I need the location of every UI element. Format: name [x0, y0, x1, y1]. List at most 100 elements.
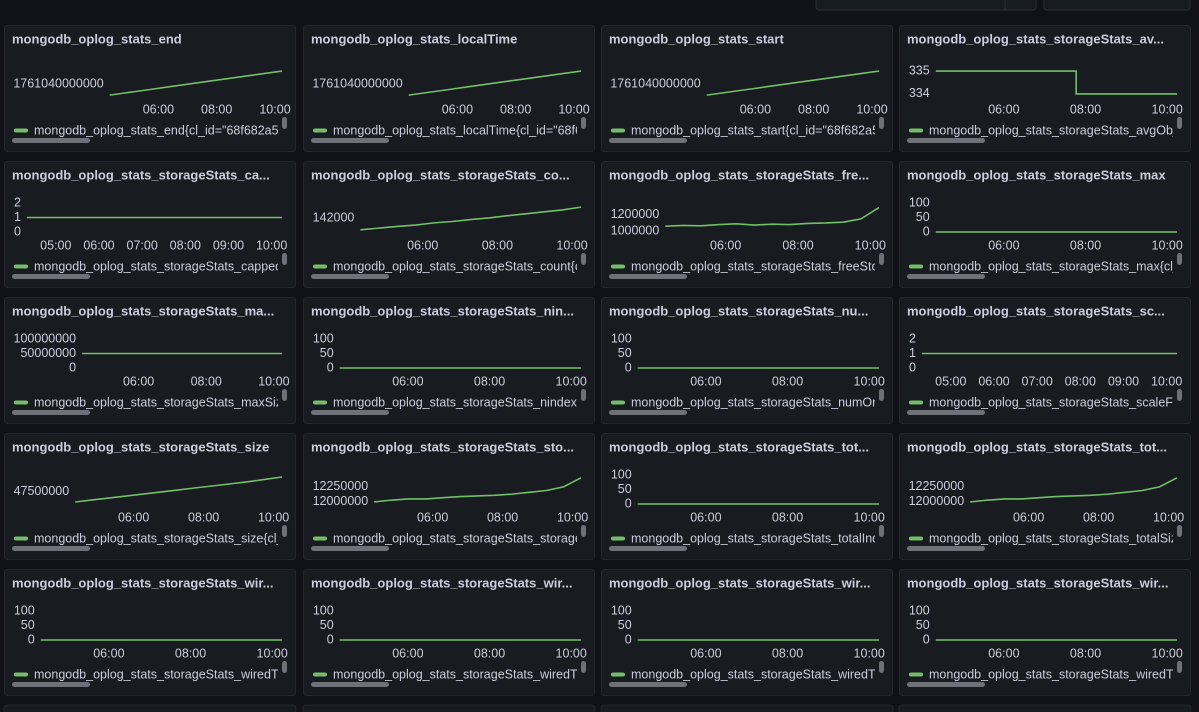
- panel[interactable]: mongodb_oplog_stats_storageStats_sc...01…: [899, 297, 1197, 424]
- legend-swatch: [909, 400, 923, 405]
- panel[interactable]: mongodb_oplog_stats_storageStats_tot... 1…: [899, 433, 1195, 560]
- x-tick-label: 08:00: [1083, 510, 1114, 524]
- panel[interactable]: mongodb_oplog_stats_storageStats_nin... 0…: [303, 297, 601, 424]
- x-tick-label: 10:00: [856, 102, 887, 116]
- scroll-thumb-h: [311, 546, 389, 551]
- legend-swatch: [313, 536, 327, 541]
- panel-frame: [601, 297, 893, 424]
- panel-title: mongodb_oplog_stats_storageStats_co...: [311, 167, 570, 182]
- x-tick-label: 08:00: [188, 510, 219, 524]
- scroll-thumb-v: [879, 661, 884, 673]
- y-tick-label: 0: [327, 360, 334, 374]
- panel[interactable]: mongodb_oplog_stats_end 1761040000000 06:0…: [4, 25, 296, 152]
- scroll-thumb-v: [1177, 389, 1182, 401]
- legend: mongodb_oplog_stats_storageStats_size{cl…: [14, 531, 278, 545]
- y-tick-label: 2: [909, 331, 916, 345]
- panel[interactable]: mongodb_oplog_stats_storageStats_max0501…: [899, 161, 1197, 288]
- y-tick-label: 1761040000000: [13, 76, 103, 90]
- x-tick-label: 06:00: [690, 374, 721, 388]
- panel-frame: [601, 433, 893, 560]
- y-tick-label: 0: [28, 632, 35, 646]
- x-tick-label: 08:00: [772, 374, 803, 388]
- y-tick-label: 0: [923, 224, 930, 238]
- scroll-thumb-h: [907, 138, 985, 143]
- series-line: [706, 70, 880, 96]
- y-tick-label: 1: [14, 210, 21, 224]
- x-tick-label: 10:00: [259, 102, 290, 116]
- legend: mongodb_oplog_stats_storageStats_count{c…: [313, 259, 577, 273]
- panel[interactable]: mongodb_oplog_stats_storageStats_wir... 0…: [303, 569, 598, 696]
- legend-swatch: [611, 264, 625, 269]
- y-tick-label: 142000: [313, 210, 355, 224]
- panel[interactable]: mongodb_oplog_stats_storageStats_co... 14…: [303, 161, 601, 288]
- x-tick-label: 06:00: [978, 374, 1009, 388]
- legend-swatch: [909, 672, 923, 677]
- panel-title: mongodb_oplog_stats_storageStats_tot...: [609, 439, 869, 454]
- legend-label: mongodb_oplog_stats_storageStats_freeSto…: [631, 259, 897, 273]
- refresh-button[interactable]: [1043, 0, 1191, 11]
- panel-frame: [303, 297, 595, 424]
- panel-title: mongodb_oplog_stats_storageStats_max: [907, 167, 1166, 182]
- panel-title: mongodb_oplog_stats_storageStats_wir...: [12, 575, 274, 590]
- x-tick-label: 10:00: [854, 374, 885, 388]
- legend-label: mongodb_oplog_stats_storageStats_avgObjS…: [929, 123, 1199, 137]
- panel[interactable]: mongodb_oplog_stats_storageStats_sto... 1…: [303, 433, 600, 560]
- panel[interactable]: mongodb_oplog_stats_storageStats_nu... 05…: [601, 297, 898, 424]
- y-tick-label: 0: [923, 632, 930, 646]
- x-tick-label: 06:00: [392, 646, 423, 660]
- panel[interactable]: mongodb_oplog_stats_storageStats_fre... 1…: [601, 161, 897, 288]
- x-tick-label: 08:00: [201, 102, 232, 116]
- y-tick-label: 1: [909, 346, 916, 360]
- time-picker[interactable]: [815, 0, 1037, 11]
- panel-title: mongodb_oplog_stats_storageStats_sto...: [311, 439, 574, 454]
- legend: mongodb_oplog_stats_storageStats_storage…: [313, 531, 577, 545]
- panel[interactable]: mongodb_oplog_stats_storageStats_wir... 0…: [899, 569, 1194, 696]
- x-tick-label: 10:00: [258, 510, 289, 524]
- panel[interactable]: mongodb_oplog_stats_storageStats_wir... 0…: [601, 569, 896, 696]
- y-tick-label: 100: [611, 603, 632, 617]
- x-tick-label: 10:00: [556, 374, 587, 388]
- legend-label: mongodb_oplog_stats_end{cl_id="68f682a5a…: [34, 123, 293, 137]
- y-tick-label: 50: [320, 618, 334, 632]
- x-tick-label: 08:00: [782, 238, 813, 252]
- legend-swatch: [313, 672, 327, 677]
- y-tick-label: 0: [14, 224, 21, 238]
- x-tick-label: 06:00: [143, 102, 174, 116]
- panel-frame: [4, 161, 296, 288]
- scroll-thumb-h: [12, 138, 90, 143]
- x-tick-label: 08:00: [1070, 102, 1101, 116]
- panel[interactable]: mongodb_oplog_stats_storageStats_ca...01…: [4, 161, 304, 288]
- legend: mongodb_oplog_stats_localTime{cl_id="68f…: [313, 123, 589, 137]
- x-tick-label: 10:00: [854, 646, 885, 660]
- legend-swatch: [611, 128, 625, 133]
- series-line: [109, 70, 283, 96]
- panel: [600, 704, 894, 712]
- scroll-thumb-v: [581, 253, 586, 265]
- panel-frame: [601, 569, 893, 696]
- x-tick-label: 10:00: [256, 238, 287, 252]
- panel[interactable]: mongodb_oplog_stats_storageStats_wir... 0…: [4, 569, 299, 696]
- panel[interactable]: mongodb_oplog_stats_start 1761040000000 06…: [601, 25, 893, 152]
- panel-frame: [303, 161, 595, 288]
- panel[interactable]: mongodb_oplog_stats_storageStats_ma... 05…: [4, 297, 300, 424]
- legend: mongodb_oplog_stats_storageStats_capped{…: [14, 259, 278, 273]
- y-tick-label: 47500000: [14, 484, 70, 498]
- x-tick-label: 10:00: [1152, 238, 1183, 252]
- panel[interactable]: mongodb_oplog_stats_storageStats_tot... 0…: [601, 433, 901, 560]
- panel[interactable]: mongodb_oplog_stats_localTime 17610400000…: [303, 25, 595, 152]
- x-tick-label: 08:00: [1070, 238, 1101, 252]
- legend: mongodb_oplog_stats_storageStats_wiredTi…: [14, 667, 278, 681]
- x-tick-label: 06:00: [123, 374, 154, 388]
- legend: mongodb_oplog_stats_storageStats_numOrph…: [611, 395, 875, 409]
- y-tick-label: 100: [909, 603, 930, 617]
- panel[interactable]: mongodb_oplog_stats_storageStats_size 475…: [4, 433, 301, 560]
- panel-title: mongodb_oplog_stats_storageStats_nin...: [311, 303, 574, 318]
- legend-label: mongodb_oplog_stats_localTime{cl_id="68f…: [333, 123, 589, 137]
- panel[interactable]: mongodb_oplog_stats_storageStats_av... 33…: [899, 25, 1199, 152]
- scroll-thumb-h: [311, 138, 389, 143]
- scroll-thumb-h: [12, 682, 90, 687]
- panel-title: mongodb_oplog_stats_localTime: [311, 31, 517, 46]
- panel-frame: [4, 569, 296, 696]
- panel-title: mongodb_oplog_stats_storageStats_ma...: [12, 303, 274, 318]
